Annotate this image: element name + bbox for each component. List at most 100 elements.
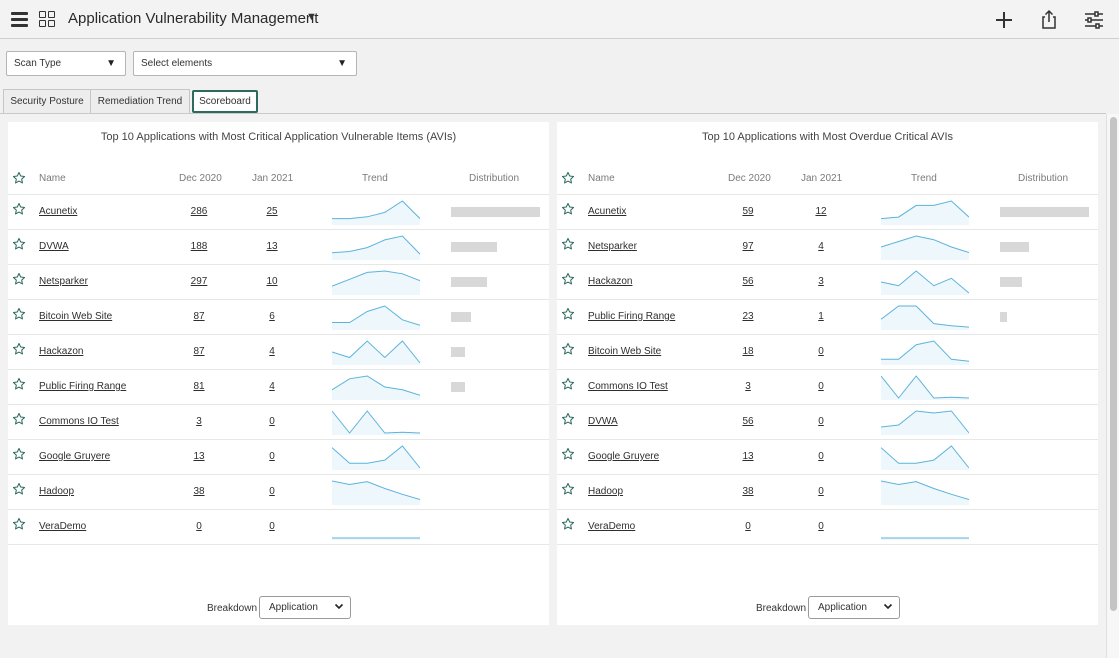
- jan-2021-count-link[interactable]: 1: [818, 311, 824, 322]
- application-name-link[interactable]: Netsparker: [588, 241, 637, 252]
- dec-2020-count-link[interactable]: 188: [190, 241, 208, 252]
- scrollbar-thumb[interactable]: [1110, 117, 1117, 611]
- plus-icon[interactable]: [992, 8, 1016, 32]
- application-name-link[interactable]: Commons IO Test: [39, 416, 119, 427]
- dec-2020-count-link[interactable]: 13: [193, 451, 205, 462]
- column-header-jan-2021[interactable]: Jan 2021: [252, 173, 294, 184]
- jan-2021-count-link[interactable]: 4: [269, 381, 275, 392]
- filter-settings-icon[interactable]: [1082, 8, 1106, 32]
- dec-2020-count-link[interactable]: 3: [196, 416, 202, 427]
- dec-2020-count-link[interactable]: 56: [742, 416, 754, 427]
- favorite-star-icon[interactable]: [561, 482, 575, 496]
- dec-2020-count-link[interactable]: 97: [742, 241, 754, 252]
- scan-type-select[interactable]: Scan Type ▼: [6, 51, 126, 76]
- favorite-star-icon[interactable]: [561, 517, 575, 531]
- dec-2020-count-link[interactable]: 0: [745, 521, 751, 532]
- tab-scoreboard[interactable]: Scoreboard: [192, 90, 258, 113]
- menu-icon[interactable]: [11, 12, 28, 27]
- favorite-star-icon[interactable]: [12, 272, 26, 286]
- dec-2020-count-link[interactable]: 87: [193, 346, 205, 357]
- dec-2020-count-link[interactable]: 38: [193, 486, 205, 497]
- application-name-link[interactable]: Commons IO Test: [588, 381, 668, 392]
- application-name-link[interactable]: Hadoop: [39, 486, 75, 497]
- tab-security-posture[interactable]: Security Posture: [3, 89, 91, 113]
- app-grid-icon[interactable]: [39, 11, 55, 27]
- application-name-link[interactable]: Bitcoin Web Site: [588, 346, 662, 357]
- application-name-link[interactable]: Hackazon: [39, 346, 84, 357]
- favorite-star-icon[interactable]: [561, 412, 575, 426]
- dec-2020-count-link[interactable]: 297: [190, 276, 208, 287]
- column-header-dec-2020[interactable]: Dec 2020: [728, 173, 771, 184]
- breakdown-select[interactable]: Application: [808, 596, 900, 619]
- favorite-all-star-icon[interactable]: [12, 171, 26, 185]
- jan-2021-count-link[interactable]: 13: [266, 241, 278, 252]
- application-name-link[interactable]: VeraDemo: [39, 521, 87, 532]
- favorite-star-icon[interactable]: [12, 482, 26, 496]
- jan-2021-count-link[interactable]: 12: [815, 206, 827, 217]
- application-name-link[interactable]: Public Firing Range: [39, 381, 127, 392]
- favorite-star-icon[interactable]: [12, 517, 26, 531]
- jan-2021-count-link[interactable]: 0: [269, 486, 275, 497]
- column-header-jan-2021[interactable]: Jan 2021: [801, 173, 843, 184]
- jan-2021-count-link[interactable]: 10: [266, 276, 278, 287]
- application-name-link[interactable]: DVWA: [39, 241, 69, 252]
- application-name-link[interactable]: Google Gruyere: [39, 451, 111, 462]
- jan-2021-count-link[interactable]: 0: [818, 416, 824, 427]
- dec-2020-count-link[interactable]: 56: [742, 276, 754, 287]
- application-name-link[interactable]: Hadoop: [588, 486, 624, 497]
- application-name-link[interactable]: Google Gruyere: [588, 451, 660, 462]
- dec-2020-count-link[interactable]: 23: [742, 311, 754, 322]
- dec-2020-count-link[interactable]: 87: [193, 311, 205, 322]
- application-name-link[interactable]: Public Firing Range: [588, 311, 676, 322]
- column-header-dec-2020[interactable]: Dec 2020: [179, 173, 222, 184]
- favorite-star-icon[interactable]: [12, 377, 26, 391]
- application-name-link[interactable]: Acunetix: [588, 206, 627, 217]
- favorite-star-icon[interactable]: [561, 202, 575, 216]
- column-header-name[interactable]: Name: [39, 173, 66, 184]
- jan-2021-count-link[interactable]: 0: [818, 346, 824, 357]
- vertical-scrollbar[interactable]: [1106, 114, 1119, 658]
- title-dropdown-icon[interactable]: ▼: [306, 11, 317, 23]
- favorite-star-icon[interactable]: [561, 307, 575, 321]
- dec-2020-count-link[interactable]: 3: [745, 381, 751, 392]
- jan-2021-count-link[interactable]: 0: [269, 416, 275, 427]
- favorite-star-icon[interactable]: [561, 237, 575, 251]
- jan-2021-count-link[interactable]: 0: [818, 451, 824, 462]
- breakdown-select[interactable]: Application: [259, 596, 351, 619]
- jan-2021-count-link[interactable]: 0: [269, 521, 275, 532]
- application-name-link[interactable]: Hackazon: [588, 276, 633, 287]
- favorite-star-icon[interactable]: [561, 342, 575, 356]
- application-name-link[interactable]: Netsparker: [39, 276, 88, 287]
- jan-2021-count-link[interactable]: 0: [818, 486, 824, 497]
- jan-2021-count-link[interactable]: 0: [818, 521, 824, 532]
- jan-2021-count-link[interactable]: 4: [818, 241, 824, 252]
- dec-2020-count-link[interactable]: 0: [196, 521, 202, 532]
- dec-2020-count-link[interactable]: 81: [193, 381, 205, 392]
- dec-2020-count-link[interactable]: 286: [190, 206, 208, 217]
- favorite-star-icon[interactable]: [561, 272, 575, 286]
- jan-2021-count-link[interactable]: 4: [269, 346, 275, 357]
- jan-2021-count-link[interactable]: 25: [266, 206, 278, 217]
- application-name-link[interactable]: DVWA: [588, 416, 618, 427]
- favorite-star-icon[interactable]: [12, 447, 26, 461]
- application-name-link[interactable]: Acunetix: [39, 206, 78, 217]
- select-elements-select[interactable]: Select elements ▼: [133, 51, 357, 76]
- tab-remediation-trend[interactable]: Remediation Trend: [90, 89, 190, 113]
- column-header-name[interactable]: Name: [588, 173, 615, 184]
- favorite-star-icon[interactable]: [12, 412, 26, 426]
- dec-2020-count-link[interactable]: 13: [742, 451, 754, 462]
- dec-2020-count-link[interactable]: 18: [742, 346, 754, 357]
- favorite-star-icon[interactable]: [561, 447, 575, 461]
- jan-2021-count-link[interactable]: 6: [269, 311, 275, 322]
- favorite-star-icon[interactable]: [561, 377, 575, 391]
- favorite-star-icon[interactable]: [12, 342, 26, 356]
- share-icon[interactable]: [1037, 8, 1061, 32]
- dec-2020-count-link[interactable]: 59: [742, 206, 754, 217]
- favorite-all-star-icon[interactable]: [561, 171, 575, 185]
- favorite-star-icon[interactable]: [12, 307, 26, 321]
- jan-2021-count-link[interactable]: 0: [269, 451, 275, 462]
- application-name-link[interactable]: Bitcoin Web Site: [39, 311, 113, 322]
- jan-2021-count-link[interactable]: 3: [818, 276, 824, 287]
- dec-2020-count-link[interactable]: 38: [742, 486, 754, 497]
- favorite-star-icon[interactable]: [12, 202, 26, 216]
